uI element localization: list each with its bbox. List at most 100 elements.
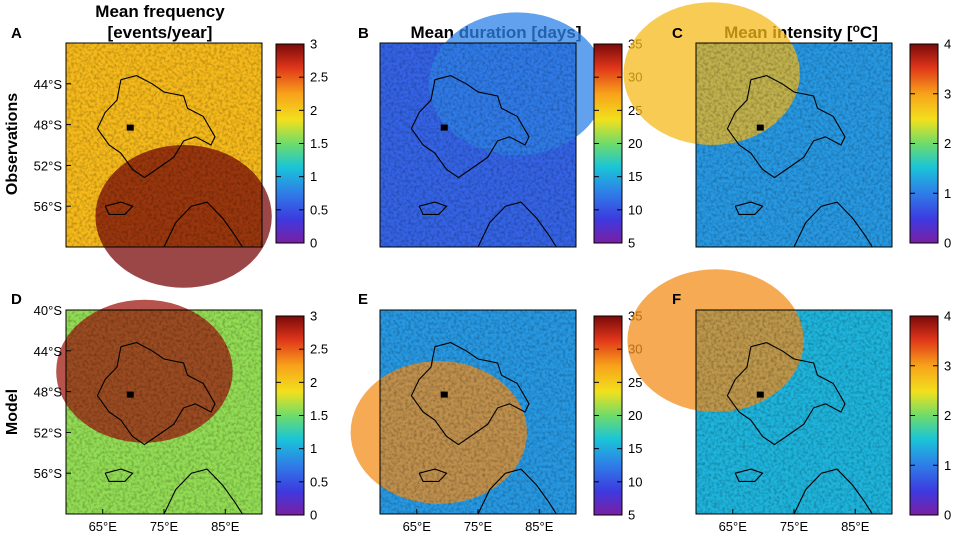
lat-tick-label: 56°S <box>34 199 63 214</box>
lon-tick-label: 75°E <box>780 519 809 534</box>
lon-tick-label: 85°E <box>525 519 554 534</box>
lat-tick-label: 44°S <box>34 344 63 359</box>
map-d <box>56 299 263 515</box>
colorbar-tick-label: 4 <box>944 309 951 324</box>
coastline-island <box>418 468 448 482</box>
coastline-island <box>104 468 134 482</box>
panel-letter-a: A <box>11 25 22 42</box>
colorbar-tick-label: 0.5 <box>310 202 328 217</box>
colorbar-tick-label: 1 <box>310 441 317 456</box>
coastline-ridge <box>793 201 873 248</box>
colorbar-tick-label: 1.5 <box>310 136 328 151</box>
map-f <box>627 269 893 515</box>
coastline-plateau <box>96 75 216 179</box>
lat-tick-label: 48°S <box>34 118 63 133</box>
coastline-ridge <box>793 468 873 515</box>
colorbar-tick-label: 2 <box>944 136 951 151</box>
colorbar-c: 4 3 2 1 0 <box>909 37 951 251</box>
coastline-island <box>104 201 134 215</box>
panel-letter-b: B <box>358 25 369 42</box>
colorbar-tick-label: 2.5 <box>310 342 328 357</box>
lon-tick-label: 85°E <box>841 519 870 534</box>
panel-letter-d: D <box>11 291 22 308</box>
map-frame <box>65 42 263 248</box>
kerguelen-land <box>756 124 764 131</box>
kerguelen-land <box>756 391 764 398</box>
coastline-plateau <box>410 342 530 446</box>
title-col1-line1: Mean frequency <box>95 2 225 21</box>
coastline-plateau <box>726 75 846 179</box>
colorbar-d: 3 2.5 2 1.5 1 0.5 0 <box>275 309 328 523</box>
lon-tick-label: 75°E <box>464 519 493 534</box>
colorbar-tick-label: 1 <box>944 458 951 473</box>
colorbar-tick-label: 2 <box>310 375 317 390</box>
map-noise <box>66 43 262 247</box>
panel-letter-e: E <box>358 291 368 308</box>
map-noise <box>696 310 892 514</box>
colorbar-tick-label: 15 <box>628 169 642 184</box>
coastline-island <box>734 201 764 215</box>
lon-tick-label: 65°E <box>403 519 432 534</box>
lat-tick-label: 52°S <box>34 425 63 440</box>
colorbar-tick-label: 25 <box>628 375 642 390</box>
map-noise <box>66 310 262 514</box>
panel-e: E 3530252015105 65°E75°E85°E <box>350 291 642 534</box>
title-col1-line2: [events/year] <box>108 23 213 42</box>
coastline-island <box>418 201 448 215</box>
panel-letter-c: C <box>672 25 683 42</box>
colorbar-tick-label: 0 <box>310 508 317 523</box>
colorbar-tick-label: 15 <box>628 441 642 456</box>
colorbar-tick-label: 3 <box>944 86 951 101</box>
coastline-island <box>734 468 764 482</box>
lat-tick-label: 48°S <box>34 385 63 400</box>
colorbar-tick-label: 1 <box>310 169 317 184</box>
colorbar-tick-label: 0 <box>944 508 951 523</box>
colorbar-tick-label: 4 <box>944 37 951 52</box>
colorbar-tick-label: 10 <box>628 474 642 489</box>
lat-axis-a: 44°S 48°S 52°S 56°S <box>34 77 71 214</box>
lat-tick-label: 44°S <box>34 77 63 92</box>
map-b <box>379 12 606 248</box>
lon-tick-label: 85°E <box>211 519 240 534</box>
colorbar-tick-label: 1.5 <box>310 408 328 423</box>
lat-tick-label: 52°S <box>34 158 63 173</box>
colorbar-tick-label: 1 <box>944 186 951 201</box>
colorbar-tick-label: 3 <box>310 309 317 324</box>
panel-letter-f: F <box>672 291 681 308</box>
row-label-model: Model <box>4 389 21 435</box>
map-a <box>65 42 272 288</box>
kerguelen-land <box>440 124 448 131</box>
coastline-plateau <box>410 75 530 179</box>
lon-tick-label: 65°E <box>719 519 748 534</box>
lon-axis-d: 65°E 75°E 85°E <box>89 509 240 534</box>
kerguelen-land <box>126 124 134 131</box>
panel-a: A 3 2.5 2 1.5 1 0.5 0 44°S 48°S 52°S 56°S <box>11 25 328 288</box>
coastline-plateau <box>726 342 846 446</box>
map-noise <box>380 310 576 514</box>
kerguelen-land <box>440 391 448 398</box>
map-c <box>623 2 893 248</box>
coastline-ridge <box>163 468 243 515</box>
colorbar-tick-label: 0 <box>944 236 951 251</box>
colorbar-tick-label: 0.5 <box>310 474 328 489</box>
lon-tick-label: 75°E <box>150 519 179 534</box>
coastline-ridge <box>477 468 557 515</box>
panel-d: D 3 2.5 2 1.5 1 0.5 0 40°S 44°S 48°S 52°S 56°S 65°… <box>11 291 328 534</box>
coastline-ridge <box>477 201 557 248</box>
colorbar-tick-label: 20 <box>628 408 642 423</box>
colorbar-tick-label: 3 <box>310 37 317 52</box>
colorbar-tick-label: 3 <box>944 358 951 373</box>
panel-c: C 4 3 2 1 0 <box>623 2 951 251</box>
lat-tick-label: 56°S <box>34 466 63 481</box>
colorbar-tick-label: 5 <box>628 236 635 251</box>
coastline-ridge <box>163 201 243 248</box>
kerguelen-land <box>126 391 134 398</box>
colorbar-tick-label: 2 <box>310 103 317 118</box>
map-frame <box>695 42 893 248</box>
colorbar-tick-label: 2 <box>944 408 951 423</box>
colorbar-tick-label: 0 <box>310 236 317 251</box>
map-noise <box>696 43 892 247</box>
lon-tick-label: 65°E <box>89 519 118 534</box>
